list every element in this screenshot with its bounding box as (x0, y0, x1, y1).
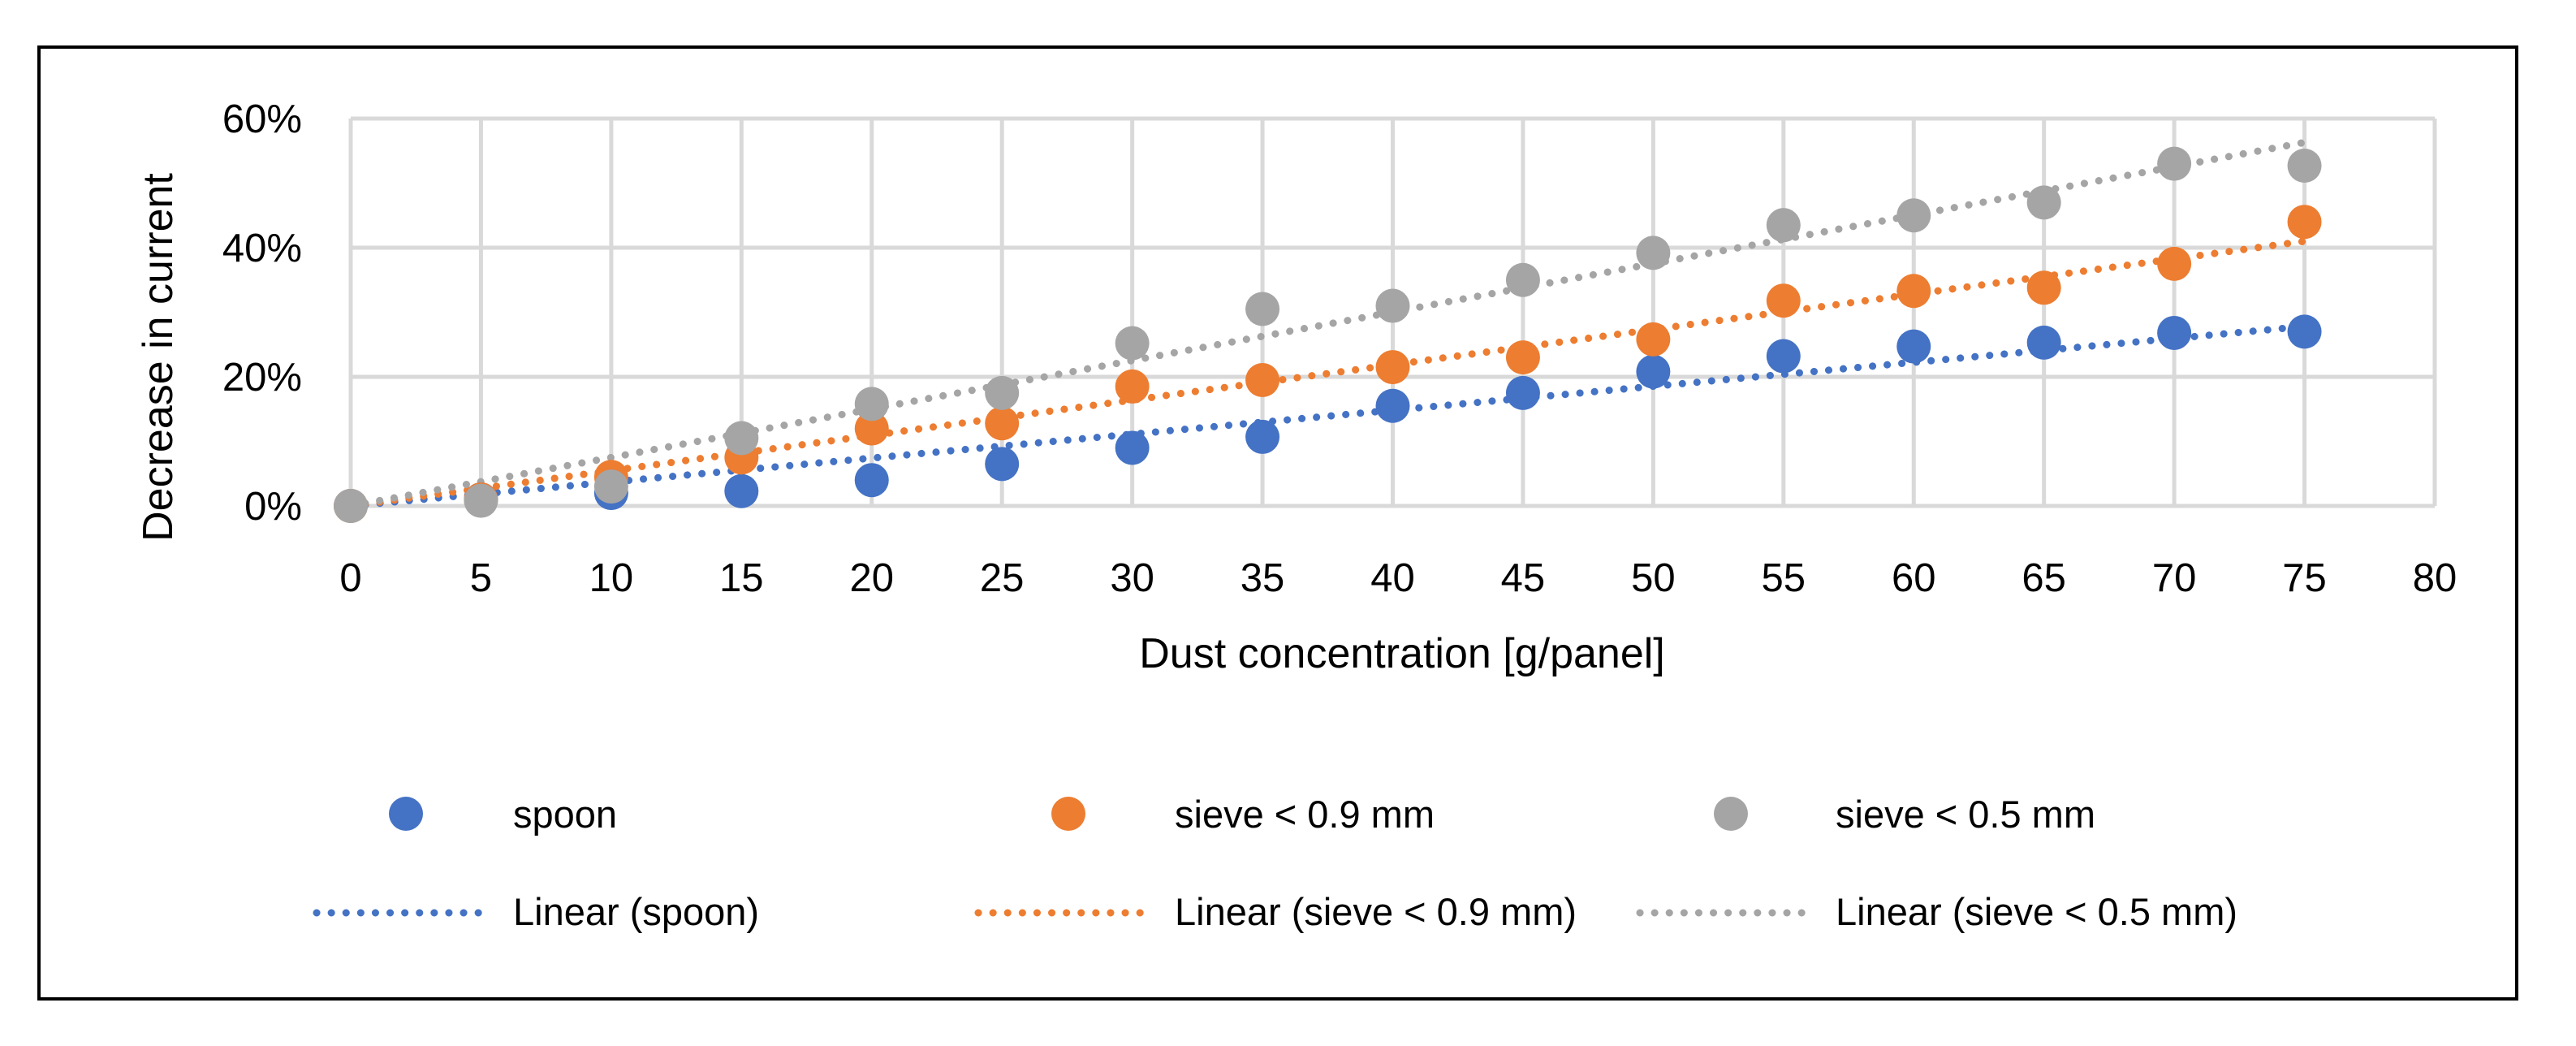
point-sieve-0-9 (1505, 340, 1540, 375)
point-sieve-0-5 (2026, 185, 2061, 220)
point-sieve-0-9 (1115, 369, 1150, 404)
x-tick-label: 65 (2022, 556, 2066, 600)
trendline-sieve-0-9 (347, 237, 2309, 510)
x-tick-label: 70 (2152, 556, 2197, 600)
point-sieve-0-5 (2157, 146, 2192, 181)
y-tick-label: 0% (244, 485, 302, 529)
point-sieve-0-9 (1245, 362, 1280, 397)
legend-marker-sieve-0-9 (1051, 797, 1085, 831)
point-spoon (2157, 315, 2192, 350)
x-tick-label: 30 (1110, 556, 1154, 600)
point-sieve-0-5 (1375, 288, 1410, 323)
legend: spoon sieve < 0.9 mm sieve < 0.5 mm Line… (313, 793, 2237, 933)
point-sieve-0-5 (985, 375, 1020, 410)
legend-marker-sieve-0-5 (1714, 797, 1748, 831)
x-tick-label: 45 (1501, 556, 1546, 600)
x-tick-label: 55 (1762, 556, 1806, 600)
point-sieve-0-9 (1896, 274, 1931, 309)
point-spoon (1245, 419, 1280, 454)
point-spoon (1636, 354, 1671, 389)
legend-label-sieve-0-9: sieve < 0.9 mm (1175, 793, 1435, 836)
x-tick-label: 25 (980, 556, 1025, 600)
point-sieve-0-5 (1245, 292, 1280, 326)
point-spoon (1505, 375, 1540, 410)
y-axis-title: Decrease in current (135, 173, 182, 542)
legend-label-linear-sieve-0-5: Linear (sieve < 0.5 mm) (1836, 890, 2237, 933)
point-sieve-0-5 (854, 387, 889, 421)
point-sieve-0-5 (593, 469, 628, 504)
point-sieve-0-5 (334, 489, 368, 523)
point-spoon (985, 447, 1020, 482)
point-sieve-0-9 (2157, 246, 2192, 281)
x-tick-label: 60 (1892, 556, 1936, 600)
point-sieve-0-9 (854, 411, 889, 446)
x-tick-label: 40 (1370, 556, 1415, 600)
legend-markers (313, 797, 1814, 917)
y-tick-labels: 0% 20% 40% 60% (222, 97, 302, 529)
x-axis-title: Dust concentration [g/panel] (1139, 630, 1665, 677)
x-tick-label: 10 (589, 556, 634, 600)
y-tick-label: 40% (222, 227, 302, 270)
point-spoon (1375, 388, 1410, 423)
x-tick-label: 15 (719, 556, 764, 600)
point-spoon (1115, 430, 1150, 465)
point-sieve-0-9 (985, 406, 1020, 441)
x-tick-label: 35 (1241, 556, 1285, 600)
point-spoon (2026, 325, 2061, 360)
point-spoon (1766, 339, 1801, 374)
point-sieve-0-5 (464, 483, 498, 518)
x-tick-label: 80 (2413, 556, 2457, 600)
legend-label-spoon: spoon (513, 793, 617, 836)
point-spoon (724, 473, 759, 508)
point-sieve-0-5 (1766, 208, 1801, 243)
point-sieve-0-5 (1636, 236, 1671, 270)
point-sieve-0-5 (1505, 262, 1540, 297)
point-spoon (854, 463, 889, 498)
point-spoon (2287, 314, 2322, 349)
point-sieve-0-9 (1766, 283, 1801, 318)
point-sieve-0-9 (2287, 205, 2322, 240)
x-tick-label: 5 (470, 556, 492, 600)
point-sieve-0-5 (1115, 326, 1150, 361)
data-points (334, 146, 2322, 523)
point-sieve-0-5 (724, 421, 759, 456)
legend-label-sieve-0-5: sieve < 0.5 mm (1836, 793, 2095, 836)
legend-marker-spoon (389, 797, 423, 831)
point-sieve-0-9 (1375, 350, 1410, 385)
chart-frame (37, 45, 2518, 1001)
y-tick-label: 60% (222, 97, 302, 141)
point-sieve-0-5 (1896, 198, 1931, 233)
x-tick-label: 50 (1631, 556, 1676, 600)
x-tick-labels: 0 5 10 15 20 25 30 35 40 45 50 55 60 65 70 75 80 (339, 556, 2457, 600)
legend-label-linear-spoon: Linear (spoon) (513, 890, 759, 933)
trendline-spoon (347, 322, 2309, 510)
x-tick-label: 75 (2282, 556, 2327, 600)
legend-label-linear-sieve-0-9: Linear (sieve < 0.9 mm) (1175, 890, 1577, 933)
point-sieve-0-9 (2026, 270, 2061, 305)
trendlines (347, 138, 2309, 510)
point-sieve-0-5 (2287, 149, 2322, 184)
trendline-sieve-0-5 (347, 138, 2309, 510)
x-tick-label: 20 (849, 556, 894, 600)
y-tick-label: 20% (222, 356, 302, 400)
x-tick-label: 0 (339, 556, 361, 600)
point-sieve-0-9 (1636, 322, 1671, 357)
point-spoon (1896, 329, 1931, 364)
